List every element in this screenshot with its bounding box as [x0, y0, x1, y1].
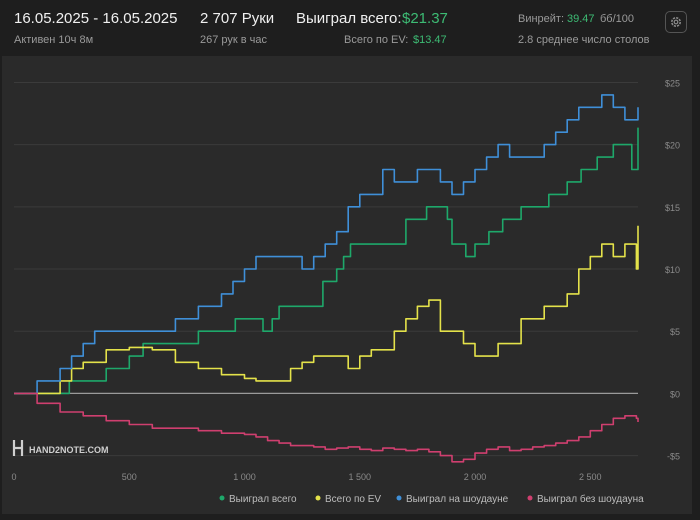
winrate-unit: бб/100 — [600, 13, 635, 25]
legend-marker — [315, 495, 321, 501]
x-tick-label: 2 500 — [579, 472, 602, 482]
legend-marker — [396, 495, 402, 501]
chart-panel: $25 $20 $15 $10 $5 $0 -$5 0 500 1 000 1 500 2 000 2 … — [2, 56, 692, 514]
winrate-value: 39.47 — [567, 13, 595, 25]
hands-per-hour: 267 рук в час — [200, 34, 268, 46]
stats-header: 16.05.2025 - 16.05.2025 Активен 10ч 8м 2… — [0, 0, 700, 56]
y-tick-label: -$5 — [667, 452, 680, 462]
series-line — [14, 94, 639, 395]
ev-total-label: Всего по EV: — [344, 34, 409, 46]
x-tick-label: 0 — [11, 472, 16, 482]
y-tick-label: $0 — [670, 389, 680, 399]
series-line — [14, 225, 639, 395]
series-line — [14, 392, 639, 463]
ev-total-value: $13.47 — [413, 34, 447, 46]
won-total-value: $21.37 — [402, 10, 448, 27]
y-tick-label: $10 — [665, 265, 680, 275]
won-total-label: Выиграл всего: — [296, 10, 402, 27]
y-tick-label: $5 — [670, 327, 680, 337]
active-time: Активен 10ч 8м — [14, 34, 94, 46]
hand2note-logo: HAND2NOTE.COM — [12, 440, 109, 456]
legend-label: Выиграл всего — [229, 494, 297, 505]
series-line — [14, 127, 639, 395]
legend-label: Выиграл на шоудауне — [406, 494, 509, 505]
logo-text: HAND2NOTE.COM — [29, 445, 109, 455]
legend-marker — [219, 495, 225, 501]
winrate-label: Винрейт: — [518, 13, 565, 25]
x-tick-label: 1 500 — [349, 472, 372, 482]
logo-mark-icon — [12, 440, 24, 456]
y-tick-label: $15 — [665, 203, 680, 213]
y-tick-label: $20 — [665, 141, 680, 151]
legend-label: Всего по EV — [325, 494, 381, 505]
gear-icon — [671, 17, 681, 27]
date-range: 16.05.2025 - 16.05.2025 — [14, 10, 178, 27]
legend-marker — [527, 495, 533, 501]
hands-count: 2 707 Руки — [200, 10, 275, 27]
profit-chart: $25 $20 $15 $10 $5 $0 -$5 0 500 1 000 1 500 2 000 2 … — [11, 78, 680, 505]
avg-tables: 2.8 среднее число столов — [518, 34, 650, 46]
legend-label: Выиграл без шоудауна — [537, 493, 644, 505]
x-tick-label: 500 — [122, 472, 137, 482]
x-tick-label: 1 000 — [233, 472, 256, 482]
settings-button[interactable] — [665, 11, 687, 33]
y-tick-label: $25 — [665, 78, 680, 88]
x-tick-label: 2 000 — [464, 472, 487, 482]
